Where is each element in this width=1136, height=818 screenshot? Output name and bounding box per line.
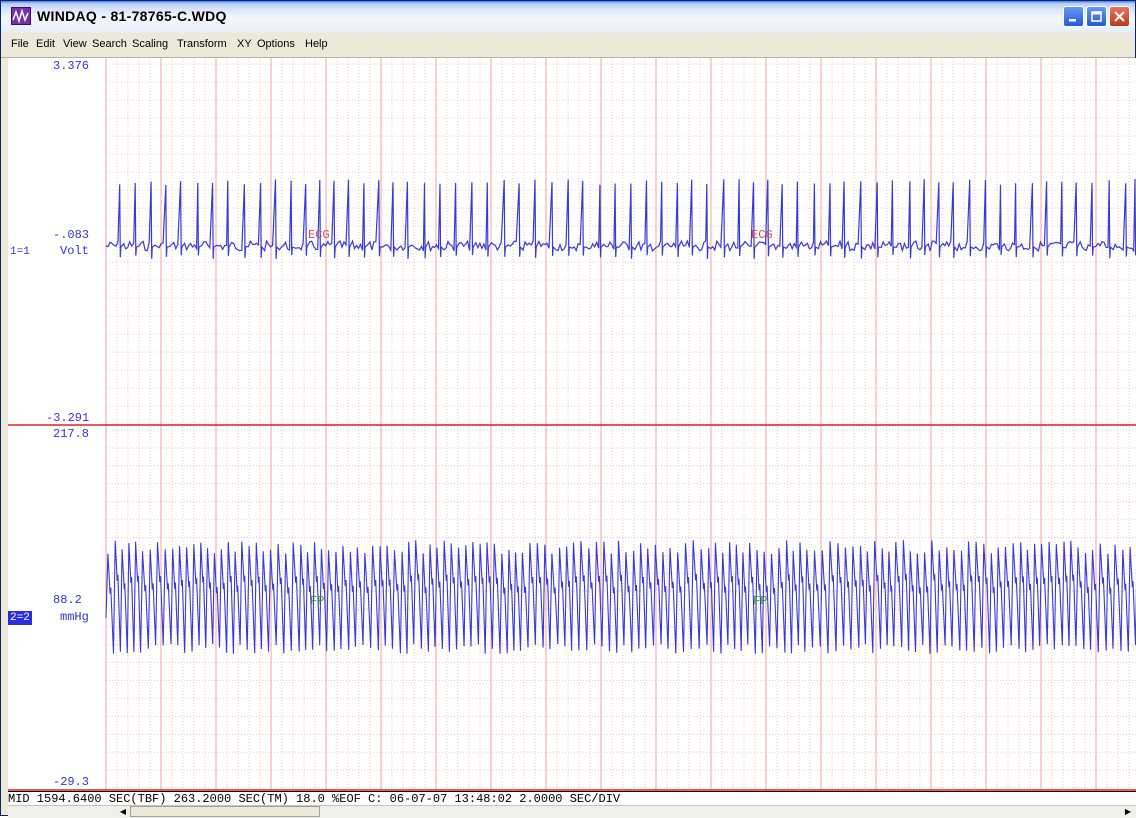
status-text: MID 1594.6400 SEC(TBF) 263.2000 SEC(TM) … xyxy=(8,792,621,806)
window-title: WINDAQ - 81-78765-C.WDQ xyxy=(37,8,227,24)
menu-bar: File Edit View Search Scaling Transform … xyxy=(1,33,1135,58)
title-bar[interactable]: WINDAQ - 81-78765-C.WDQ xyxy=(1,1,1135,33)
ecg-waveform xyxy=(105,178,1136,260)
fp-trace-label-1: FP xyxy=(310,594,324,608)
ch2-bottom-value: -29.3 xyxy=(53,775,90,789)
menu-transform[interactable]: Transform xyxy=(177,38,227,50)
menu-file[interactable]: File xyxy=(11,38,29,50)
waveform-plot[interactable]: ECG ECG FP FP xyxy=(8,58,1136,791)
fp-waveform xyxy=(105,540,1136,654)
menu-help[interactable]: Help xyxy=(305,38,328,50)
menu-view[interactable]: View xyxy=(63,38,87,50)
ecg-trace-label-1: ECG xyxy=(308,228,330,242)
ch1-mid-value: -.083 xyxy=(53,228,90,242)
menu-xy[interactable]: XY xyxy=(237,38,252,50)
menu-edit[interactable]: Edit xyxy=(36,38,55,50)
minimize-button[interactable] xyxy=(1063,6,1084,27)
horizontal-scrollbar[interactable]: ◀ ▶ xyxy=(8,805,1136,818)
ch2-top-value: 217.8 xyxy=(53,427,90,441)
channel2-selector[interactable]: 2=2 xyxy=(8,611,32,625)
menu-search[interactable]: Search xyxy=(92,38,127,50)
close-button[interactable] xyxy=(1109,6,1130,27)
channel1-selector[interactable]: 1=1 xyxy=(10,246,30,258)
menu-scaling[interactable]: Scaling xyxy=(132,38,169,50)
waveform-display[interactable]: ECG ECG FP FP 3.376 -.083 Volt 1=1 -3.29… xyxy=(8,58,1136,791)
grid xyxy=(105,58,1136,790)
fp-trace-label-2: FP xyxy=(753,594,767,608)
ch1-bottom-value: -3.291 xyxy=(46,411,90,425)
ch1-unit: Volt xyxy=(60,244,89,258)
scrollbar-thumb[interactable] xyxy=(130,806,320,817)
scroll-right-arrow-icon[interactable]: ▶ xyxy=(1124,807,1132,816)
ch2-unit: mmHg xyxy=(60,610,89,624)
menu-options[interactable]: Options xyxy=(257,38,295,50)
ecg-trace-label-2: ECG xyxy=(751,228,773,242)
windaq-app-icon[interactable] xyxy=(11,7,31,25)
scroll-left-arrow-icon[interactable]: ◀ xyxy=(119,807,127,816)
ch2-mid-value: 88.2 xyxy=(53,593,82,607)
status-bar: MID 1594.6400 SEC(TBF) 263.2000 SEC(TM) … xyxy=(8,791,1136,806)
maximize-button[interactable] xyxy=(1086,6,1107,27)
ch1-top-value: 3.376 xyxy=(53,59,90,73)
